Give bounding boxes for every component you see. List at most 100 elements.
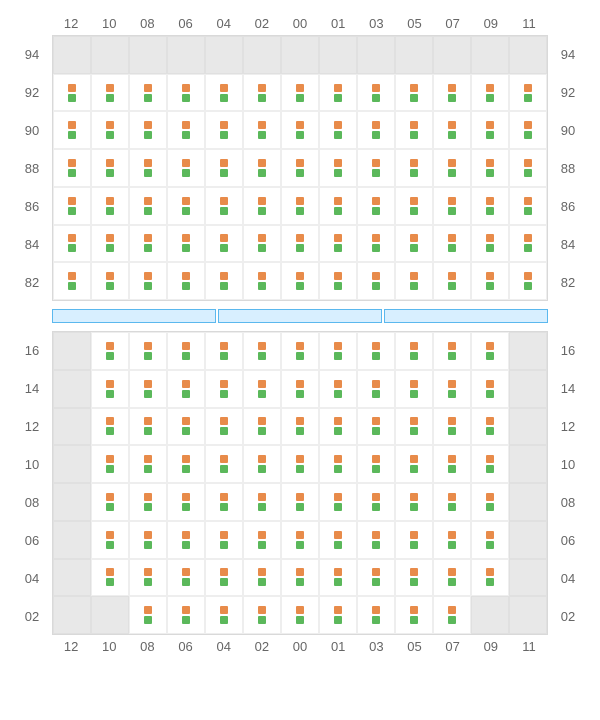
seat[interactable] <box>91 149 129 187</box>
seat[interactable] <box>205 262 243 300</box>
seat[interactable] <box>167 559 205 597</box>
seat[interactable] <box>129 111 167 149</box>
seat[interactable] <box>357 408 395 446</box>
seat[interactable] <box>395 187 433 225</box>
seat[interactable] <box>205 187 243 225</box>
seat[interactable] <box>319 559 357 597</box>
seat[interactable] <box>243 559 281 597</box>
seat[interactable] <box>205 332 243 370</box>
seat[interactable] <box>205 483 243 521</box>
seat[interactable] <box>243 74 281 112</box>
seat[interactable] <box>281 225 319 263</box>
seat[interactable] <box>509 149 547 187</box>
seat[interactable] <box>243 111 281 149</box>
seat[interactable] <box>509 225 547 263</box>
seat[interactable] <box>53 111 91 149</box>
seat[interactable] <box>471 74 509 112</box>
seat[interactable] <box>129 332 167 370</box>
seat[interactable] <box>205 111 243 149</box>
seat[interactable] <box>53 149 91 187</box>
seat[interactable] <box>281 370 319 408</box>
seat[interactable] <box>471 408 509 446</box>
seat[interactable] <box>395 596 433 634</box>
seat[interactable] <box>129 483 167 521</box>
seat[interactable] <box>167 74 205 112</box>
seat[interactable] <box>319 596 357 634</box>
seat[interactable] <box>91 187 129 225</box>
seat[interactable] <box>471 521 509 559</box>
seat[interactable] <box>509 111 547 149</box>
seat[interactable] <box>129 74 167 112</box>
seat[interactable] <box>243 483 281 521</box>
seat[interactable] <box>471 559 509 597</box>
seat[interactable] <box>433 370 471 408</box>
seat[interactable] <box>433 187 471 225</box>
seat[interactable] <box>319 332 357 370</box>
seat[interactable] <box>395 149 433 187</box>
seat[interactable] <box>433 521 471 559</box>
seat[interactable] <box>357 262 395 300</box>
seat[interactable] <box>433 225 471 263</box>
seat[interactable] <box>91 74 129 112</box>
seat[interactable] <box>471 187 509 225</box>
seat[interactable] <box>243 332 281 370</box>
seat[interactable] <box>205 225 243 263</box>
seat[interactable] <box>167 149 205 187</box>
seat[interactable] <box>243 408 281 446</box>
seat[interactable] <box>319 483 357 521</box>
seat[interactable] <box>205 408 243 446</box>
seat[interactable] <box>281 74 319 112</box>
seat[interactable] <box>281 483 319 521</box>
seat[interactable] <box>281 521 319 559</box>
seat[interactable] <box>281 332 319 370</box>
seat[interactable] <box>243 149 281 187</box>
seat[interactable] <box>91 559 129 597</box>
seat[interactable] <box>129 596 167 634</box>
seat[interactable] <box>395 74 433 112</box>
seat[interactable] <box>395 483 433 521</box>
seat[interactable] <box>471 483 509 521</box>
seat[interactable] <box>205 596 243 634</box>
seat[interactable] <box>509 262 547 300</box>
seat[interactable] <box>433 408 471 446</box>
seat[interactable] <box>319 187 357 225</box>
seat[interactable] <box>91 225 129 263</box>
seat[interactable] <box>167 332 205 370</box>
seat[interactable] <box>471 262 509 300</box>
seat[interactable] <box>433 262 471 300</box>
seat[interactable] <box>433 559 471 597</box>
seat[interactable] <box>167 187 205 225</box>
seat[interactable] <box>243 596 281 634</box>
seat[interactable] <box>243 187 281 225</box>
seat[interactable] <box>357 332 395 370</box>
seat[interactable] <box>395 225 433 263</box>
seat[interactable] <box>471 332 509 370</box>
seat[interactable] <box>509 74 547 112</box>
seat[interactable] <box>395 408 433 446</box>
seat[interactable] <box>167 225 205 263</box>
seat[interactable] <box>319 74 357 112</box>
seat[interactable] <box>281 445 319 483</box>
seat[interactable] <box>167 408 205 446</box>
seat[interactable] <box>243 225 281 263</box>
seat[interactable] <box>91 332 129 370</box>
seat[interactable] <box>129 559 167 597</box>
seat[interactable] <box>129 225 167 263</box>
seat[interactable] <box>509 187 547 225</box>
seat[interactable] <box>167 111 205 149</box>
seat[interactable] <box>433 74 471 112</box>
seat[interactable] <box>319 370 357 408</box>
seat[interactable] <box>53 262 91 300</box>
seat[interactable] <box>243 521 281 559</box>
seat[interactable] <box>319 521 357 559</box>
seat[interactable] <box>433 332 471 370</box>
seat[interactable] <box>205 74 243 112</box>
seat[interactable] <box>471 370 509 408</box>
seat[interactable] <box>243 262 281 300</box>
seat[interactable] <box>357 225 395 263</box>
seat[interactable] <box>205 521 243 559</box>
seat[interactable] <box>395 445 433 483</box>
seat[interactable] <box>471 111 509 149</box>
seat[interactable] <box>395 370 433 408</box>
seat[interactable] <box>395 262 433 300</box>
